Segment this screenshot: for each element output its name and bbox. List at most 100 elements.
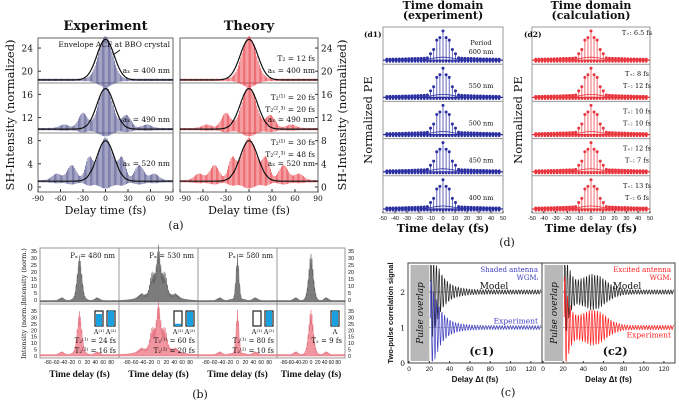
data-point [457,205,461,209]
data-point [568,208,571,212]
data-point [479,97,482,100]
data-point [580,48,584,52]
data-point [426,171,429,175]
data-point [583,171,587,175]
data-point [441,103,445,107]
data-point [641,169,645,173]
data-point [580,97,584,100]
x-tick-label: 30 [123,194,133,203]
data-point [552,206,556,210]
x-tick-label: 120 [525,366,536,373]
x-tick-label: 40 [322,360,328,366]
x-tick-label: -40 [391,216,399,222]
data-point [476,171,479,175]
data-point [407,94,411,98]
data-point [463,56,467,60]
data-point [598,97,602,100]
y-tick-label: 35 [31,249,37,255]
data-point [598,196,602,200]
data-point [425,130,429,134]
data-point [617,171,620,175]
data-point [413,134,417,138]
data-point [419,205,423,209]
data-point [494,57,498,61]
data-point [391,171,395,175]
data-point [614,134,617,138]
b-top-area-2 [197,253,278,303]
x-tick-label: 10 [452,216,458,222]
data-point [608,97,611,100]
y-tick-label: 30 [31,315,37,321]
data-point [394,94,398,98]
data-point [626,171,630,175]
data-point [598,171,602,175]
data-point [422,93,426,97]
y-tick-label: 15 [31,277,37,283]
data-point [598,208,602,212]
series-label: T₋: 12 fs [623,82,651,90]
data-point [608,208,611,212]
data-point [638,132,642,136]
data-point [635,57,639,61]
data-point [407,97,410,100]
d2-trace-3 [532,141,650,175]
data-point [592,171,596,175]
data-point [438,60,442,63]
data-point [537,94,541,98]
y-tick-label: 20 [31,270,37,276]
data-point [552,97,556,100]
y-tick-label: 10 [31,341,37,347]
model-label: Model [480,282,509,292]
data-point [463,97,467,100]
data-point [598,122,602,126]
data-point [466,134,470,138]
data-point [543,60,547,63]
data-point [632,169,636,173]
b-xlabel: Time delay (fs) [281,369,342,380]
data-point [626,134,630,138]
data-point [485,208,488,212]
data-point [429,200,433,204]
data-point [463,168,467,172]
b-top-area-3 [276,254,346,303]
plot-c2-frame [541,262,676,364]
data-point [419,208,423,212]
data-point [394,97,398,100]
data-point [438,134,442,138]
data-point [543,134,547,138]
legend-line2: WGMᵢ [517,274,539,282]
data-point [407,134,410,138]
data-point [472,208,476,212]
data-point [410,97,414,100]
c2-experiment-trace [563,276,675,362]
data-point [604,167,608,171]
data-point [614,60,617,63]
data-point [435,75,439,79]
b-ylabel-top: Intensity (norm.) [20,248,28,304]
data-point [466,171,470,175]
amplitude-bar-fill [175,323,181,326]
data-point [407,131,411,135]
x-tick-label: -50 [528,216,536,222]
data-point [549,131,553,135]
data-point [419,131,423,135]
data-point [494,94,498,98]
data-point [410,168,414,172]
data-point [586,134,590,138]
data-point [419,171,423,175]
data-point [623,206,627,210]
data-point [488,97,492,100]
data-point [537,132,541,136]
data-point [478,94,482,98]
c2-model-trace [563,265,675,332]
data-point [482,60,485,63]
data-point [540,57,544,61]
data-point [388,171,392,175]
data-point [463,131,467,135]
data-point [447,171,451,175]
data-point [552,57,556,61]
data-point [592,147,596,151]
data-point [435,113,439,117]
x-tick-label: -80 [123,360,130,366]
data-point [589,178,593,182]
